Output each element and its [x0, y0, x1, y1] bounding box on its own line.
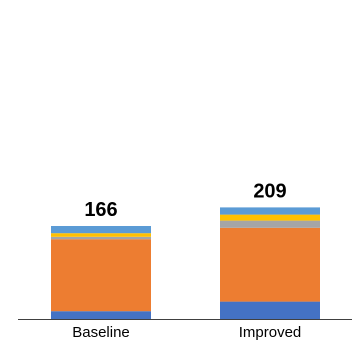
- bar-segment-improved-4: [220, 214, 320, 221]
- category-label-improved: Improved: [239, 324, 302, 341]
- bar-segment-improved-5: [220, 207, 320, 215]
- total-label-improved: 209: [253, 180, 286, 202]
- bar-segment-baseline-1: [51, 311, 151, 319]
- total-label-baseline: 166: [84, 199, 117, 221]
- bar-segment-improved-3: [220, 220, 320, 228]
- bar-segment-baseline-2: [51, 239, 151, 312]
- bar-segment-baseline-3: [51, 236, 151, 240]
- bar-segment-improved-2: [220, 227, 320, 302]
- bar-segment-baseline-4: [51, 233, 151, 237]
- bar-segment-improved-1: [220, 301, 320, 319]
- category-label-baseline: Baseline: [72, 324, 130, 341]
- bar-segment-baseline-5: [51, 226, 151, 234]
- bar-segments: [51, 207, 320, 319]
